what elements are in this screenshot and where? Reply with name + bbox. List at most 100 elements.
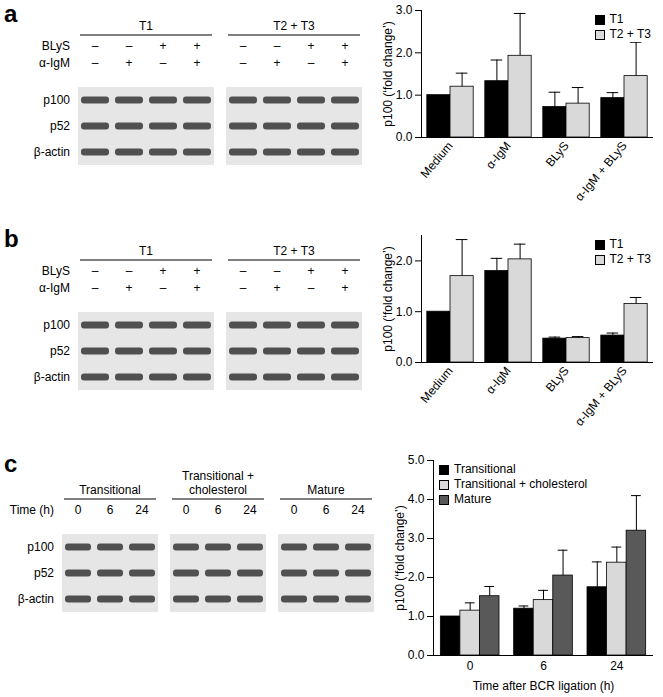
svg-text:+: + xyxy=(193,281,200,295)
svg-text:–: – xyxy=(126,264,133,278)
svg-text:+: + xyxy=(125,281,132,295)
svg-text:6: 6 xyxy=(323,503,330,517)
html-text:Transitional + cholesterol: Transitional + cholesterol xyxy=(454,477,588,491)
svg-text:–: – xyxy=(274,39,281,53)
svg-text:2.0: 2.0 xyxy=(396,254,413,268)
svg-text:–: – xyxy=(240,56,247,70)
svg-text:0: 0 xyxy=(183,503,190,517)
svg-text:p100: p100 xyxy=(43,93,70,107)
svg-text:c: c xyxy=(4,450,17,477)
svg-text:+: + xyxy=(193,39,200,53)
svg-text:BLyS: BLyS xyxy=(543,139,572,170)
svg-text:β-actin: β-actin xyxy=(34,370,70,384)
svg-text:+: + xyxy=(273,281,280,295)
svg-text:0.0: 0.0 xyxy=(396,355,413,369)
svg-text:Medium: Medium xyxy=(418,364,456,406)
svg-text:+: + xyxy=(125,56,132,70)
svg-text:0: 0 xyxy=(467,659,474,673)
svg-text:α-IgM: α-IgM xyxy=(39,56,70,70)
svg-text:T2 + T3: T2 + T3 xyxy=(273,244,315,258)
svg-text:–: – xyxy=(92,56,99,70)
svg-text:24: 24 xyxy=(135,503,149,517)
svg-text:Mature: Mature xyxy=(307,483,345,497)
svg-text:p52: p52 xyxy=(50,344,70,358)
svg-text:–: – xyxy=(240,39,247,53)
svg-text:+: + xyxy=(341,264,348,278)
svg-text:α-IgM: α-IgM xyxy=(39,281,70,295)
svg-text:–: – xyxy=(308,281,315,295)
svg-text:p100 (‘fold change’): p100 (‘fold change’) xyxy=(381,21,395,126)
svg-text:p100: p100 xyxy=(27,540,54,554)
svg-text:a: a xyxy=(4,0,18,27)
svg-text:2.0: 2.0 xyxy=(396,46,413,60)
svg-text:–: – xyxy=(92,281,99,295)
svg-text:cholesterol: cholesterol xyxy=(189,483,247,497)
svg-text:0.0: 0.0 xyxy=(396,130,413,144)
svg-text:–: – xyxy=(160,56,167,70)
svg-text:Time after BCR ligation (h): Time after BCR ligation (h) xyxy=(473,679,615,693)
svg-text:+: + xyxy=(159,39,166,53)
svg-text:6: 6 xyxy=(107,503,114,517)
svg-text:–: – xyxy=(240,264,247,278)
svg-text:–: – xyxy=(126,39,133,53)
svg-text:0: 0 xyxy=(291,503,298,517)
svg-text:6: 6 xyxy=(215,503,222,517)
svg-text:–: – xyxy=(240,281,247,295)
svg-text:BLyS: BLyS xyxy=(42,39,70,53)
svg-text:T2 + T3: T2 + T3 xyxy=(273,19,315,33)
svg-text:α-IgM + BLyS: α-IgM + BLyS xyxy=(572,139,630,204)
svg-text:3.0: 3.0 xyxy=(396,3,413,17)
svg-text:4.0: 4.0 xyxy=(408,492,425,506)
svg-text:Transitional: Transitional xyxy=(79,483,141,497)
svg-text:BLyS: BLyS xyxy=(543,364,572,395)
svg-text:+: + xyxy=(307,264,314,278)
svg-text:1.0: 1.0 xyxy=(408,609,425,623)
svg-text:24: 24 xyxy=(610,659,624,673)
svg-text:T1: T1 xyxy=(139,19,153,33)
svg-text:T1: T1 xyxy=(139,244,153,258)
svg-text:–: – xyxy=(92,264,99,278)
svg-text:+: + xyxy=(341,56,348,70)
svg-text:2.0: 2.0 xyxy=(408,570,425,584)
svg-text:1.0: 1.0 xyxy=(396,305,413,319)
svg-text:Time (h): Time (h) xyxy=(10,503,54,517)
html-text:T1: T1 xyxy=(609,12,624,26)
svg-text:p100: p100 xyxy=(43,318,70,332)
svg-text:+: + xyxy=(341,39,348,53)
svg-text:α-IgM: α-IgM xyxy=(483,139,514,172)
svg-text:–: – xyxy=(274,264,281,278)
svg-text:3.0: 3.0 xyxy=(408,531,425,545)
html-text:T2 + T3: T2 + T3 xyxy=(609,27,651,41)
svg-text:BLyS: BLyS xyxy=(42,264,70,278)
svg-text:p52: p52 xyxy=(50,119,70,133)
svg-text:Medium: Medium xyxy=(418,139,456,181)
svg-text:α-IgM: α-IgM xyxy=(483,364,514,397)
svg-text:α-IgM + BLyS: α-IgM + BLyS xyxy=(572,364,630,429)
svg-text:+: + xyxy=(193,56,200,70)
svg-text:+: + xyxy=(273,56,280,70)
html-text:T1: T1 xyxy=(609,237,624,251)
html-text:Transitional: Transitional xyxy=(454,462,516,476)
svg-text:+: + xyxy=(159,264,166,278)
svg-text:b: b xyxy=(4,225,19,252)
svg-text:0.0: 0.0 xyxy=(408,648,425,662)
svg-text:p52: p52 xyxy=(34,566,54,580)
svg-text:1.0: 1.0 xyxy=(396,88,413,102)
svg-text:+: + xyxy=(307,39,314,53)
svg-text:24: 24 xyxy=(351,503,365,517)
svg-text:5.0: 5.0 xyxy=(408,453,425,467)
svg-text:+: + xyxy=(193,264,200,278)
svg-text:Transitional +: Transitional + xyxy=(182,469,254,483)
svg-text:p100 (‘fold change’): p100 (‘fold change’) xyxy=(393,505,407,610)
svg-text:+: + xyxy=(341,281,348,295)
svg-text:–: – xyxy=(160,281,167,295)
svg-text:0: 0 xyxy=(75,503,82,517)
html-text:T2 + T3: T2 + T3 xyxy=(609,252,651,266)
svg-text:β-actin: β-actin xyxy=(34,145,70,159)
svg-text:24: 24 xyxy=(243,503,257,517)
svg-text:6: 6 xyxy=(540,659,547,673)
svg-text:p100 (‘fold change’): p100 (‘fold change’) xyxy=(381,246,395,351)
svg-text:–: – xyxy=(308,56,315,70)
svg-text:–: – xyxy=(92,39,99,53)
svg-text:β-actin: β-actin xyxy=(18,592,54,606)
